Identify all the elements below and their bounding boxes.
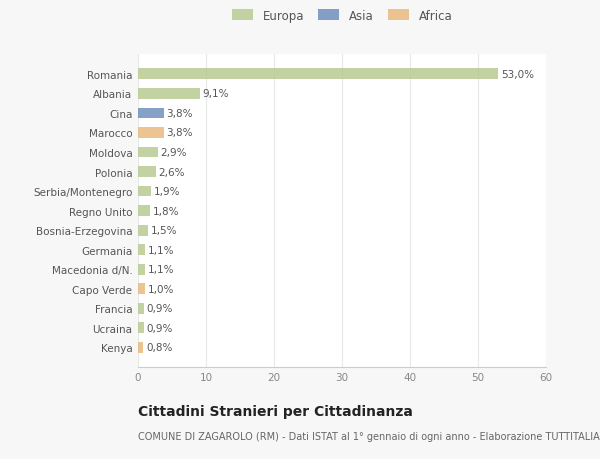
Text: 1,1%: 1,1%	[148, 245, 175, 255]
Text: 1,8%: 1,8%	[153, 206, 179, 216]
Bar	[138, 128, 164, 139]
Text: 0,9%: 0,9%	[147, 304, 173, 313]
Text: 1,5%: 1,5%	[151, 226, 178, 235]
Text: 2,9%: 2,9%	[160, 148, 187, 157]
Bar	[138, 342, 143, 353]
Text: 2,6%: 2,6%	[158, 167, 185, 177]
Bar	[138, 245, 145, 256]
Bar	[138, 147, 158, 158]
Bar	[138, 303, 144, 314]
Text: 1,9%: 1,9%	[154, 187, 180, 196]
Bar	[138, 186, 151, 197]
Text: 0,9%: 0,9%	[147, 323, 173, 333]
Text: 3,8%: 3,8%	[167, 128, 193, 138]
Legend: Europa, Asia, Africa: Europa, Asia, Africa	[227, 5, 457, 27]
Bar	[138, 323, 144, 334]
Bar	[138, 206, 150, 217]
Text: Cittadini Stranieri per Cittadinanza: Cittadini Stranieri per Cittadinanza	[138, 404, 413, 418]
Bar	[138, 284, 145, 295]
Bar	[138, 89, 200, 100]
Bar	[138, 167, 155, 178]
Text: COMUNE DI ZAGAROLO (RM) - Dati ISTAT al 1° gennaio di ogni anno - Elaborazione T: COMUNE DI ZAGAROLO (RM) - Dati ISTAT al …	[138, 431, 600, 442]
Bar	[138, 108, 164, 119]
Text: 3,8%: 3,8%	[167, 109, 193, 118]
Text: 9,1%: 9,1%	[203, 89, 229, 99]
Bar	[138, 225, 148, 236]
Text: 1,1%: 1,1%	[148, 265, 175, 274]
Bar	[138, 264, 145, 275]
Bar	[138, 69, 499, 80]
Text: 53,0%: 53,0%	[501, 70, 534, 79]
Text: 1,0%: 1,0%	[148, 284, 174, 294]
Text: 0,8%: 0,8%	[146, 343, 173, 353]
